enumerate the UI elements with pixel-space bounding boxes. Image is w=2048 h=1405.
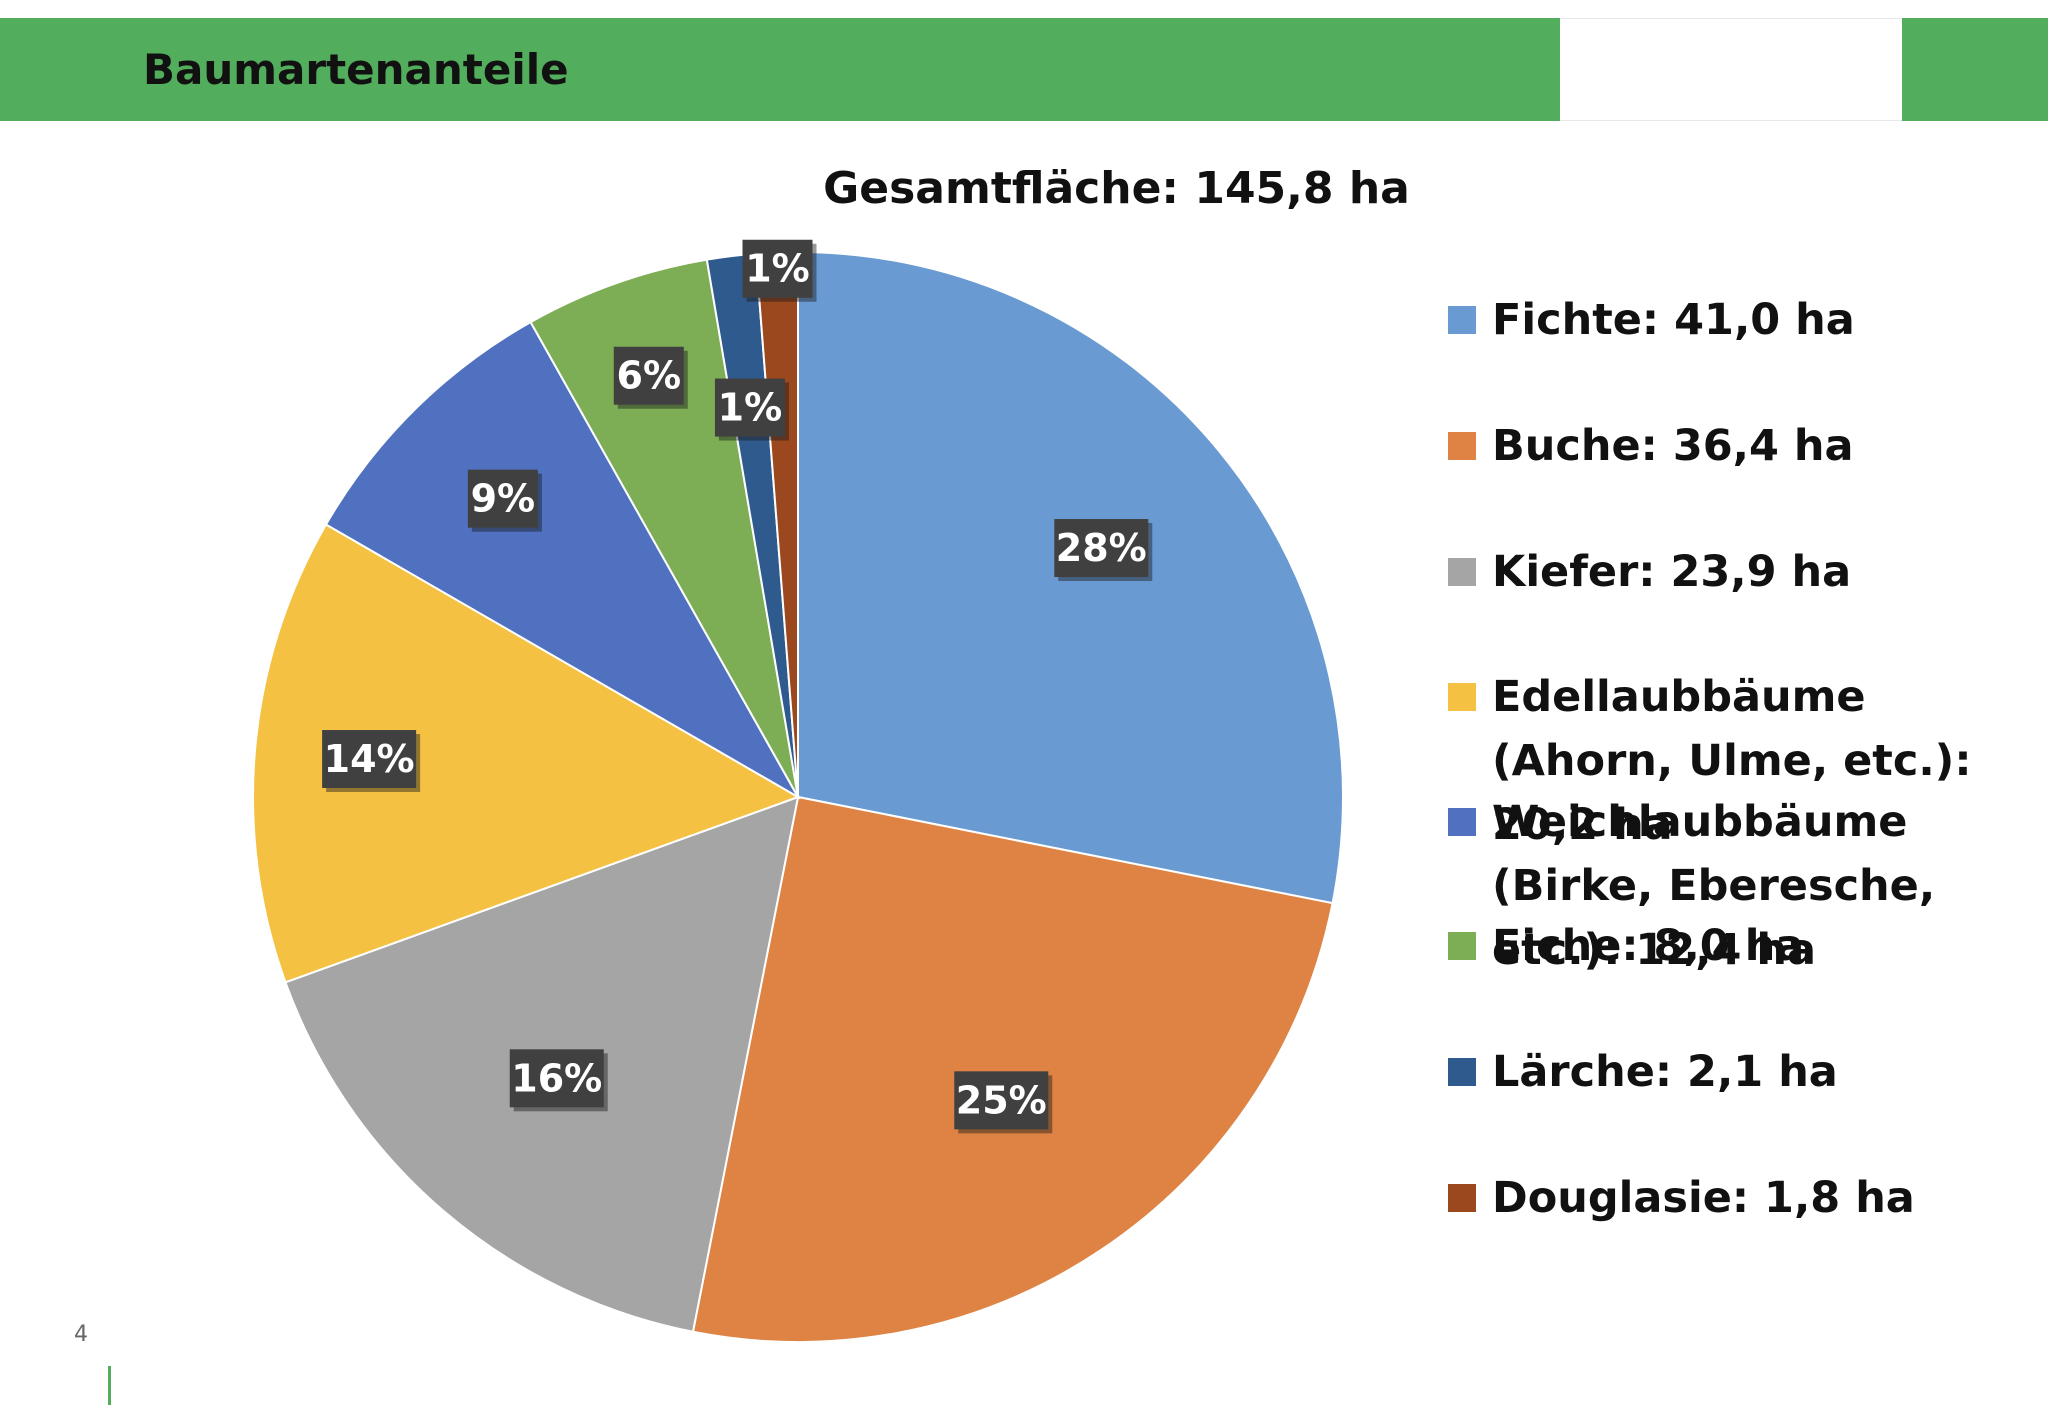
data-label-text: 1% bbox=[745, 247, 810, 291]
legend-label: Buche: 36,4 ha bbox=[1492, 421, 1854, 471]
data-label-text: 9% bbox=[471, 477, 536, 521]
legend-label: Douglasie: 1,8 ha bbox=[1492, 1173, 1915, 1223]
data-label-edellaubbäume: 14% bbox=[322, 730, 421, 793]
data-label-kiefer: 16% bbox=[509, 1049, 608, 1112]
data-label-buche: 25% bbox=[954, 1071, 1053, 1134]
legend-swatch bbox=[1448, 808, 1476, 836]
legend-swatch bbox=[1448, 932, 1476, 960]
data-label-text: 16% bbox=[511, 1056, 602, 1100]
data-label-text: 14% bbox=[324, 737, 415, 781]
data-label-douglasie: 1% bbox=[742, 239, 817, 302]
chart-legend: Fichte: 41,0 ha Buche: 36,4 ha Kiefer: 23,… bbox=[1448, 0, 2048, 1405]
legend-label: Edellaubbäume (Ahorn, Ulme, etc.): 20,2 … bbox=[1492, 672, 1972, 850]
chart-title: Gesamtfläche: 145,8 ha bbox=[823, 163, 1410, 214]
legend-label: Lärche: 2,1 ha bbox=[1492, 1047, 1838, 1097]
legend-label: Weichlaubbäume (Birke, Eberesche, etc.):… bbox=[1492, 797, 1936, 975]
legend-swatch bbox=[1448, 683, 1476, 711]
pie-slice-weichlaubbäume bbox=[324, 320, 801, 800]
data-label-weichlaubbäume: 9% bbox=[467, 469, 542, 532]
pie-slice-eiche bbox=[529, 258, 799, 798]
header-bar bbox=[0, 18, 1560, 121]
header-accent bbox=[1902, 18, 2048, 121]
data-label-fichte: 28% bbox=[1054, 519, 1153, 582]
data-label-text: 6% bbox=[617, 354, 682, 398]
data-label-text: 1% bbox=[718, 386, 783, 430]
data-label-eiche: 6% bbox=[613, 346, 688, 409]
data-label-text: 25% bbox=[956, 1078, 1047, 1122]
data-label-text: 28% bbox=[1056, 526, 1147, 570]
legend-swatch bbox=[1448, 1184, 1476, 1212]
legend-swatch bbox=[1448, 306, 1476, 334]
legend-swatch bbox=[1448, 432, 1476, 460]
legend-label: Kiefer: 23,9 ha bbox=[1492, 547, 1852, 597]
slide-title: Baumartenanteile bbox=[143, 45, 569, 94]
footer-divider bbox=[108, 1366, 111, 1405]
data-label-lärche: 1% bbox=[714, 378, 789, 441]
legend-label: Eiche: 8,0 ha bbox=[1492, 921, 1805, 971]
legend-swatch bbox=[1448, 558, 1476, 586]
legend-swatch bbox=[1448, 1058, 1476, 1086]
slide-number: 4 bbox=[74, 1322, 88, 1347]
pie-slice-edellaubbäume bbox=[252, 523, 801, 984]
pie-slice-fichte bbox=[797, 250, 1344, 905]
legend-label: Fichte: 41,0 ha bbox=[1492, 295, 1855, 345]
pie-slice-buche bbox=[691, 795, 1334, 1343]
header-gap bbox=[1560, 18, 1902, 121]
